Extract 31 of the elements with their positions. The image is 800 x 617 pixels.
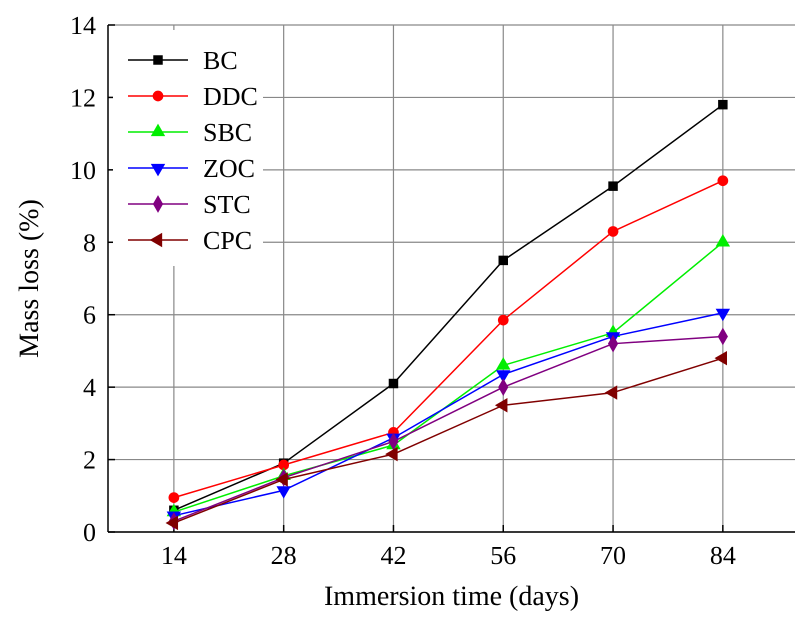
x-tick-label: 14: [160, 541, 187, 570]
point: [498, 256, 508, 266]
y-tick-label: 6: [83, 300, 96, 330]
point: [278, 460, 290, 470]
point: [168, 492, 180, 503]
point: [388, 378, 398, 388]
legend-label: CPC: [203, 226, 252, 255]
point: [608, 181, 618, 191]
y-tick-label: 0: [83, 518, 96, 547]
y-axis-title: Mass loss (%): [14, 199, 45, 358]
y-tick-label: 10: [70, 156, 96, 185]
point: [717, 175, 728, 186]
point: [608, 226, 618, 237]
legend-label: DDC: [203, 82, 258, 111]
x-tick-label: 70: [600, 541, 626, 570]
y-tick-label: 2: [83, 446, 96, 475]
legend-label: SBC: [203, 118, 252, 147]
x-axis-title: Immersion time (days): [324, 581, 580, 612]
y-tick-label: 14: [70, 11, 96, 40]
x-tick-label: 42: [380, 541, 406, 570]
x-tick-label: 84: [710, 541, 736, 570]
x-tick-label: 28: [270, 541, 297, 570]
point: [718, 100, 728, 110]
y-tick-label: 4: [83, 373, 96, 402]
legend-label: ZOC: [203, 154, 255, 183]
legend-label: STC: [203, 190, 251, 219]
x-tick-label: 56: [490, 541, 516, 570]
y-tick-label: 8: [83, 228, 96, 258]
y-tick-label: 12: [70, 83, 96, 112]
legend-label: BC: [203, 46, 238, 75]
point: [498, 314, 509, 326]
